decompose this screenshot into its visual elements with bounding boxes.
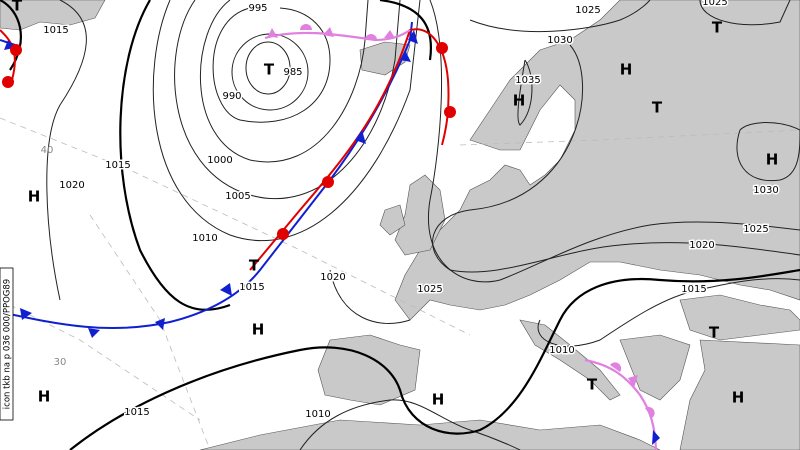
low-center: T — [12, 0, 23, 15]
pressure-label: 1010 — [192, 233, 217, 244]
low-center: T — [249, 257, 260, 275]
pressure-label: 1015 — [105, 160, 130, 171]
pressure-label: 1010 — [305, 409, 330, 420]
pressure-label: 1025 — [743, 224, 768, 235]
low-center: T — [712, 19, 723, 37]
low-center: T — [709, 324, 720, 342]
pressure-label: 995 — [248, 3, 267, 14]
pressure-centers: T T H H T H H T H T H H T H T — [12, 0, 778, 409]
high-center: H — [732, 389, 745, 407]
high-center: H — [432, 391, 445, 409]
pressure-label: 1025 — [417, 284, 442, 295]
pressure-label: 1020 — [320, 272, 345, 283]
pressure-label: 1015 — [43, 25, 68, 36]
pressure-label: 1015 — [124, 407, 149, 418]
pressure-label: 1025 — [575, 5, 600, 16]
pressure-label: 1030 — [753, 185, 778, 196]
pressure-label: 1030 — [547, 35, 572, 46]
high-center: H — [766, 151, 779, 169]
pressure-label: 990 — [222, 91, 241, 102]
source-label: icon tkb na p 036 000/PPOG89 — [3, 279, 13, 409]
pressure-label: 1005 — [225, 191, 250, 202]
fronts — [0, 21, 660, 450]
pressure-label: 1015 — [681, 284, 706, 295]
latitude-label: 30 — [54, 357, 67, 368]
pressure-label: 985 — [283, 67, 302, 78]
pressure-label: 1000 — [207, 155, 232, 166]
low-center: T — [587, 376, 598, 394]
pressure-label: 1035 — [515, 75, 540, 86]
source-box — [0, 267, 14, 421]
high-center: H — [38, 388, 51, 406]
pressure-labels: 995 985 990 1000 1005 1010 1015 1015 102… — [42, 0, 780, 422]
pressure-label: 1015 — [239, 282, 264, 293]
pressure-label: 1020 — [689, 240, 714, 251]
low-center: T — [264, 61, 275, 79]
pressure-label: 1020 — [59, 180, 84, 191]
pressure-label: 1025 — [702, 0, 727, 8]
low-center: T — [652, 99, 663, 117]
high-center: H — [252, 321, 265, 339]
high-center: H — [28, 188, 41, 206]
high-center: H — [513, 92, 526, 110]
pressure-label: 1010 — [549, 345, 574, 356]
latitude-label: 40 — [41, 145, 54, 156]
high-center: H — [620, 61, 633, 79]
